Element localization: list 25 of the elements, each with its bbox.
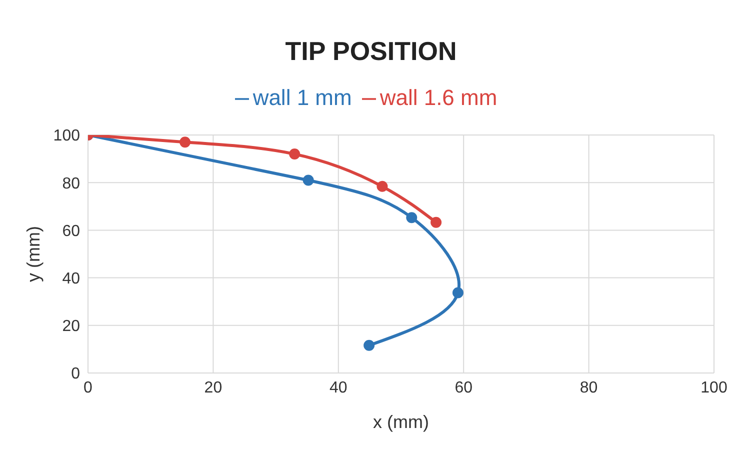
y-tick-label: 100: [53, 128, 80, 145]
y-tick-label: 40: [62, 270, 80, 288]
chart-title: TIP POSITION: [284, 35, 458, 68]
x-axis-title: x (mm): [373, 412, 429, 432]
x-tick-label: 80: [580, 379, 598, 396]
y-tick-label: 20: [62, 318, 80, 336]
x-tick-label: 20: [204, 379, 222, 396]
point: [376, 180, 388, 192]
x-tick-label: 40: [330, 379, 348, 396]
point: [302, 174, 314, 186]
point: [452, 287, 464, 298]
legend-label: wall 1.6 mm: [380, 85, 498, 110]
y-tick-label: 80: [62, 175, 80, 192]
point: [364, 340, 375, 351]
point: [406, 212, 418, 224]
x-tick-label: 0: [84, 379, 93, 396]
point: [289, 148, 300, 160]
point: [180, 136, 191, 148]
y-tick-label: 0: [71, 366, 80, 383]
x-tick-label: 60: [454, 379, 473, 396]
y-tick-label: 60: [62, 222, 80, 240]
point: [430, 216, 442, 228]
legend-label: wall 1 mm: [252, 85, 352, 110]
y-axis-title: y (mm): [23, 226, 44, 282]
x-tick-label: 100: [700, 379, 728, 396]
